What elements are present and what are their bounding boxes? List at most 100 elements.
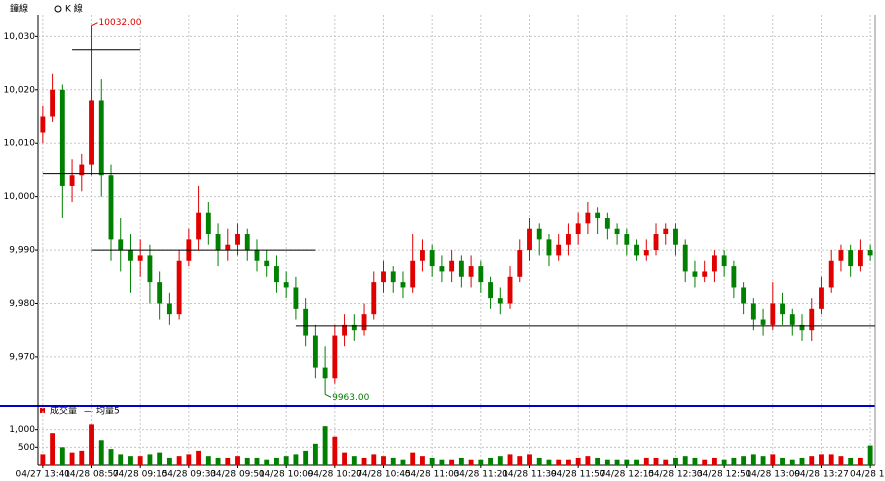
x-tick-label: 04/28 10:27 [307, 470, 362, 480]
volume-bar [517, 456, 523, 465]
candle-body [828, 260, 834, 288]
volume-bar [692, 457, 698, 465]
volume-bar [848, 457, 854, 465]
volume-bar [147, 454, 153, 465]
y-tick-label: 9,990 [9, 246, 35, 256]
candle-body [332, 335, 338, 379]
candle-body [439, 266, 445, 272]
candle-body [137, 255, 143, 261]
volume-bar [565, 459, 571, 465]
volume-bar [731, 457, 737, 465]
candle-body [799, 324, 805, 331]
candle-body [215, 234, 221, 251]
volume-bar [867, 445, 873, 465]
volume-bar [497, 456, 503, 465]
candle-body [410, 260, 416, 288]
y-tick-label: 9,970 [9, 352, 35, 362]
candle-body [604, 218, 610, 229]
volume-bar [478, 459, 484, 465]
candle-body [857, 250, 863, 267]
volume-bar [439, 459, 445, 465]
volume-bar [682, 456, 688, 465]
candle-body [478, 266, 484, 283]
x-tick-label: 04/28 11:21 [453, 470, 508, 480]
volume-bar [663, 459, 669, 465]
candle-body [59, 89, 65, 186]
volume-bar [838, 456, 844, 465]
volume-bar [604, 459, 610, 465]
candle-body [536, 228, 542, 240]
volume-bar [410, 452, 416, 465]
volume-bar [137, 456, 143, 465]
volume-bar [429, 457, 435, 465]
y-tick-label: 10,010 [4, 139, 36, 149]
candle-body [497, 298, 503, 304]
candle-body [780, 303, 785, 315]
annotation: 10032.00 [99, 18, 142, 28]
candle-body [312, 335, 318, 368]
candle-body [750, 303, 756, 320]
candle-body [98, 100, 104, 176]
candle-body [118, 239, 124, 251]
candle-body [682, 244, 688, 272]
volume-bar [186, 454, 192, 465]
candle-body [614, 228, 620, 235]
candle-body [274, 266, 279, 283]
volume-bar [819, 454, 824, 465]
candle-body [809, 308, 815, 331]
candle-body [546, 239, 552, 256]
volume-bar [575, 457, 581, 465]
candle-body [673, 228, 678, 245]
candle-body [565, 234, 571, 245]
candle-body [575, 223, 581, 235]
candle-body [848, 250, 854, 267]
volume-bar [828, 454, 834, 465]
candle-body [468, 266, 474, 277]
candle-body [351, 324, 357, 331]
candle-body [69, 175, 75, 186]
volume-bar [780, 457, 785, 465]
x-tick-label: 04/27 13:41 [15, 470, 70, 480]
candle-body [361, 314, 367, 331]
candle-body [770, 303, 776, 325]
x-tick-label: 04/28 09:33 [161, 470, 216, 480]
volume-bar [108, 449, 114, 465]
candle-body [264, 260, 270, 267]
candle-body [643, 250, 649, 256]
legend-k[interactable]: K 線 [65, 3, 83, 15]
x-tick-label: 04/28 09:15 [113, 470, 168, 480]
candle-body [128, 250, 133, 261]
volume-bar [322, 426, 328, 465]
volume-bar [166, 457, 172, 465]
candle-body [293, 287, 299, 309]
volume-bar [40, 454, 46, 465]
candle-body [50, 89, 56, 117]
legend-radio[interactable] [54, 5, 62, 13]
volume-bar [381, 456, 386, 465]
candle-body [40, 116, 46, 133]
volume-bar [89, 424, 94, 465]
volume-bar [449, 459, 455, 465]
volume-bar [254, 457, 260, 465]
volume-bar [634, 459, 639, 465]
volume-legend-ma: 均量5 [96, 405, 120, 417]
x-tick-label: 04/28 10:45 [356, 470, 411, 480]
volume-bar [750, 454, 756, 465]
volume-bar [332, 436, 338, 465]
x-tick-label: 04/28 11:57 [551, 470, 606, 480]
legend-line[interactable]: 鐘線 [10, 3, 28, 15]
candle-body [449, 260, 455, 272]
candle-body [517, 250, 523, 277]
x-tick-label: 04/28 13:27 [794, 470, 849, 480]
volume-bar [614, 459, 620, 465]
volume-bar [799, 457, 805, 465]
candle-body [527, 228, 532, 251]
volume-bar [283, 456, 289, 465]
candle-body [205, 212, 211, 235]
candle-body [692, 271, 698, 277]
candle-body [507, 276, 513, 304]
y-tick-label: 10,030 [4, 32, 36, 42]
volume-bar [527, 454, 532, 465]
